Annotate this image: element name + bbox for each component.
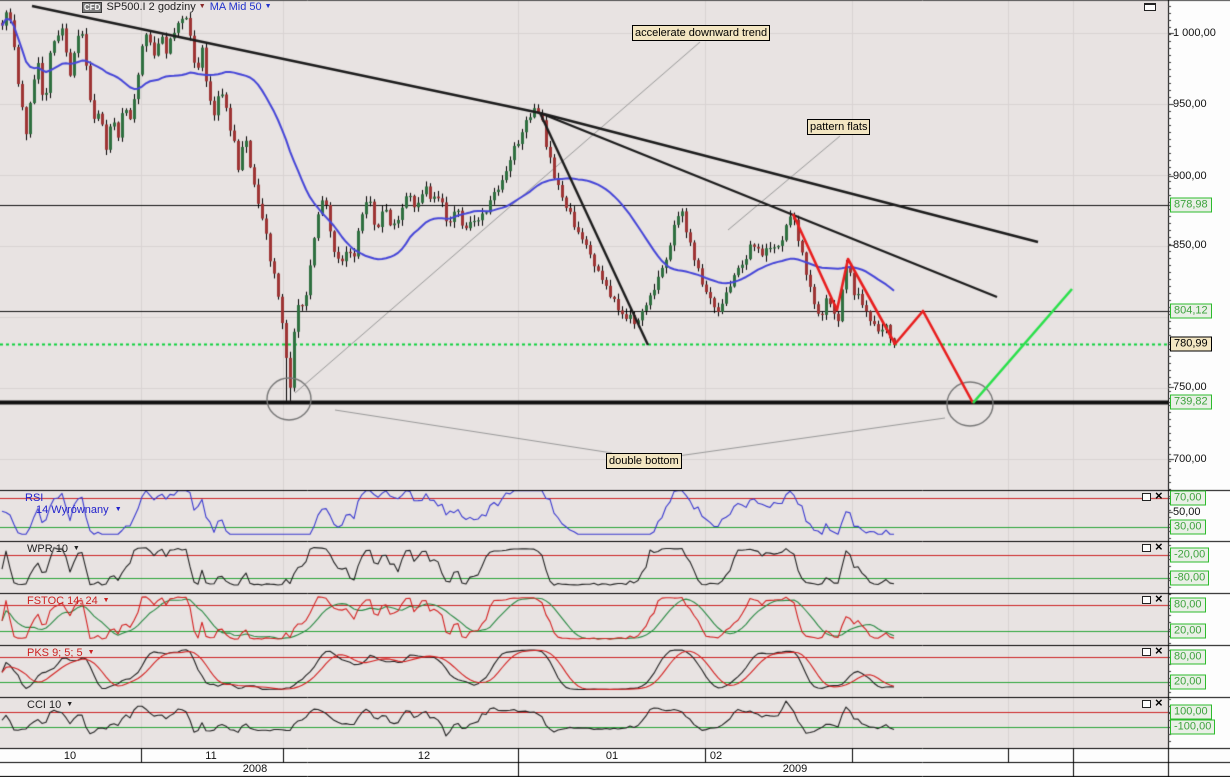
indicator-name: FSTOC 14; 24 bbox=[27, 595, 98, 607]
pane-label-rsi[interactable]: RSI 14 Wyrównany ▼ bbox=[25, 492, 122, 516]
price-marker-87898: 878,98 bbox=[1170, 197, 1212, 213]
indicator-level-label: 50,00 bbox=[1173, 506, 1201, 518]
annotation-pattern-flats[interactable]: pattern flats bbox=[807, 119, 871, 135]
indicator-level-label: 80,00 bbox=[1170, 649, 1206, 665]
chevron-down-icon: ▼ bbox=[64, 701, 74, 708]
symbol-selector[interactable]: SP500.I 2 godziny ▼ bbox=[106, 1, 205, 13]
price-marker-73982: 739,82 bbox=[1170, 394, 1212, 410]
chevron-down-icon: ▼ bbox=[100, 597, 110, 604]
pane-restore-icon[interactable] bbox=[1142, 648, 1151, 656]
month-label-01: 01 bbox=[605, 750, 619, 762]
pane-label-cci[interactable]: CCI 10 ▼ bbox=[27, 699, 73, 711]
chart-header: CFD SP500.I 2 godziny ▼ MA Mid 50 ▼ bbox=[82, 1, 272, 13]
annotation-accelerate-downward-trend[interactable]: accelerate downward trend bbox=[632, 25, 771, 41]
pane-restore-icon[interactable] bbox=[1142, 700, 1151, 708]
pane-close-icon[interactable]: × bbox=[1155, 643, 1163, 658]
chevron-down-icon: ▼ bbox=[198, 3, 206, 10]
indicator-params: 14 Wyrównany ▼ bbox=[36, 504, 122, 516]
cfd-badge: CFD bbox=[82, 1, 103, 13]
pane-restore-icon[interactable] bbox=[1142, 544, 1151, 552]
year-label-2008: 2008 bbox=[242, 763, 268, 775]
indicator-level-label: -20,00 bbox=[1170, 547, 1210, 563]
month-label-11: 11 bbox=[205, 750, 217, 762]
pane-close-icon[interactable]: × bbox=[1155, 591, 1163, 606]
price-axis-label: 1 000,00 bbox=[1173, 27, 1216, 39]
ma-selector[interactable]: MA Mid 50 ▼ bbox=[210, 1, 272, 13]
pane-close-icon[interactable]: × bbox=[1155, 695, 1163, 710]
indicator-level-label: 30,00 bbox=[1170, 519, 1206, 535]
chevron-down-icon: ▼ bbox=[264, 3, 272, 10]
indicator-level-label: 70,00 bbox=[1170, 490, 1206, 506]
indicator-level-label: 20,00 bbox=[1170, 623, 1206, 639]
price-marker-78099: 780,99 bbox=[1170, 336, 1212, 352]
price-axis-label: 700,00 bbox=[1173, 453, 1207, 465]
pane-close-icon[interactable]: × bbox=[1155, 488, 1163, 503]
ma-label: MA Mid 50 bbox=[209, 1, 262, 13]
pane-label-wpr[interactable]: WPR 10 ▼ bbox=[27, 543, 80, 555]
annotation-double-bottom[interactable]: double bottom bbox=[606, 453, 682, 469]
price-marker-80412: 804,12 bbox=[1170, 303, 1212, 319]
symbol-label: SP500.I 2 godziny bbox=[106, 1, 196, 13]
main-pane-restore-icon[interactable] bbox=[1144, 3, 1156, 11]
pane-close-icon[interactable]: × bbox=[1155, 539, 1163, 554]
pane-label-pks[interactable]: PKS 9; 5; 5 ▼ bbox=[27, 647, 95, 659]
pane-restore-icon[interactable] bbox=[1142, 493, 1151, 501]
indicator-level-label: -100,00 bbox=[1170, 719, 1216, 735]
price-axis-label: 750,00 bbox=[1173, 381, 1207, 393]
month-label-10: 10 bbox=[63, 750, 77, 762]
pane-label-fstoc[interactable]: FSTOC 14; 24 ▼ bbox=[27, 595, 110, 607]
indicator-level-label: 100,00 bbox=[1170, 704, 1212, 720]
indicator-name: WPR 10 bbox=[27, 543, 68, 555]
chevron-down-icon: ▼ bbox=[70, 545, 80, 552]
indicator-name: RSI bbox=[25, 492, 44, 504]
month-label-12: 12 bbox=[417, 750, 431, 762]
price-axis-label: 850,00 bbox=[1173, 239, 1207, 251]
year-label-2009: 2009 bbox=[782, 763, 808, 775]
month-label-02: 02 bbox=[709, 750, 723, 762]
chevron-down-icon: ▼ bbox=[114, 506, 122, 513]
indicator-name: CCI 10 bbox=[27, 699, 62, 711]
price-axis-label: 900,00 bbox=[1173, 170, 1207, 182]
indicator-level-label: 20,00 bbox=[1170, 674, 1206, 690]
price-axis-label: 950,00 bbox=[1173, 98, 1207, 110]
indicator-level-label: -80,00 bbox=[1170, 570, 1210, 586]
chevron-down-icon: ▼ bbox=[85, 649, 95, 656]
indicator-level-label: 80,00 bbox=[1170, 597, 1206, 613]
indicator-name: PKS 9; 5; 5 bbox=[27, 647, 83, 659]
pane-restore-icon[interactable] bbox=[1142, 596, 1151, 604]
